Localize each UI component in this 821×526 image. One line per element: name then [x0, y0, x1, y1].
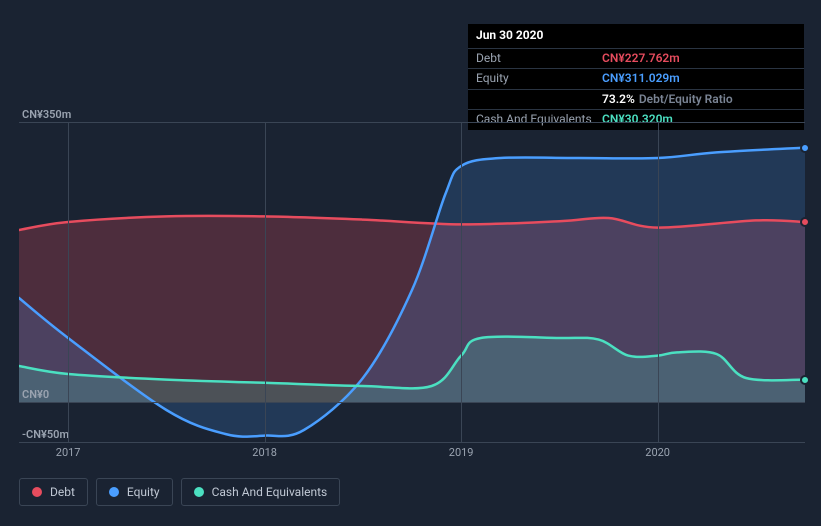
legend-label: Cash And Equivalents	[212, 485, 328, 499]
chart-svg	[19, 122, 805, 442]
chart-container: Jun 30 2020 DebtCN¥227.762mEquityCN¥311.…	[0, 0, 821, 526]
tooltip-date: Jun 30 2020	[468, 24, 804, 49]
y-axis-label: -CN¥50m	[22, 428, 69, 441]
tooltip-suffix: Debt/Equity Ratio	[639, 92, 733, 106]
grid-line-v	[461, 122, 462, 442]
legend-item-debt[interactable]: Debt	[19, 478, 88, 506]
x-axis-label: 2019	[449, 446, 474, 459]
grid-line-h	[19, 122, 805, 123]
y-axis-label: CN¥0	[22, 388, 49, 401]
grid-line-h	[19, 442, 805, 443]
legend-dot-icon	[32, 487, 42, 497]
legend-item-cash-and-equivalents[interactable]: Cash And Equivalents	[181, 478, 341, 506]
tooltip-label: Equity	[476, 71, 602, 87]
grid-line-h	[19, 402, 805, 403]
grid-line-v	[658, 122, 659, 442]
x-axis-label: 2020	[645, 446, 670, 459]
y-axis-label: CN¥350m	[22, 108, 71, 121]
tooltip-value: CN¥227.762m	[602, 51, 680, 67]
tooltip-row: EquityCN¥311.029m	[468, 69, 804, 90]
tooltip-label: Debt	[476, 51, 602, 67]
tooltip-label	[476, 92, 602, 108]
end-marker-debt	[800, 217, 810, 227]
end-marker-cash-and-equivalents	[800, 375, 810, 385]
tooltip-value: CN¥311.029m	[602, 71, 680, 87]
legend-dot-icon	[109, 487, 119, 497]
end-marker-equity	[800, 143, 810, 153]
chart-tooltip: Jun 30 2020 DebtCN¥227.762mEquityCN¥311.…	[468, 24, 804, 130]
grid-line-v	[68, 122, 69, 442]
legend-dot-icon	[194, 487, 204, 497]
tooltip-row: DebtCN¥227.762m	[468, 49, 804, 70]
x-axis-label: 2017	[56, 446, 81, 459]
grid-line-v	[265, 122, 266, 442]
chart-plot-area: CN¥350mCN¥0-CN¥50m2017201820192020	[19, 122, 805, 442]
tooltip-value: 73.2%Debt/Equity Ratio	[602, 92, 733, 108]
legend-label: Equity	[127, 485, 160, 499]
legend-item-equity[interactable]: Equity	[96, 478, 173, 506]
tooltip-row: 73.2%Debt/Equity Ratio	[468, 90, 804, 111]
x-axis-label: 2018	[252, 446, 277, 459]
chart-legend: Debt Equity Cash And Equivalents	[19, 478, 340, 506]
legend-label: Debt	[50, 485, 75, 499]
